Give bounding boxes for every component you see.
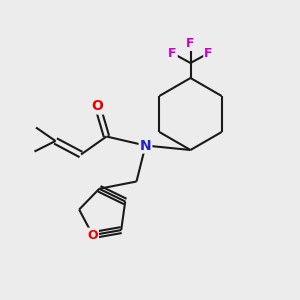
Text: O: O: [87, 229, 98, 242]
Text: F: F: [204, 47, 213, 61]
Text: N: N: [140, 139, 151, 152]
Text: F: F: [186, 37, 195, 50]
Text: F: F: [168, 47, 177, 61]
Text: O: O: [92, 100, 104, 113]
